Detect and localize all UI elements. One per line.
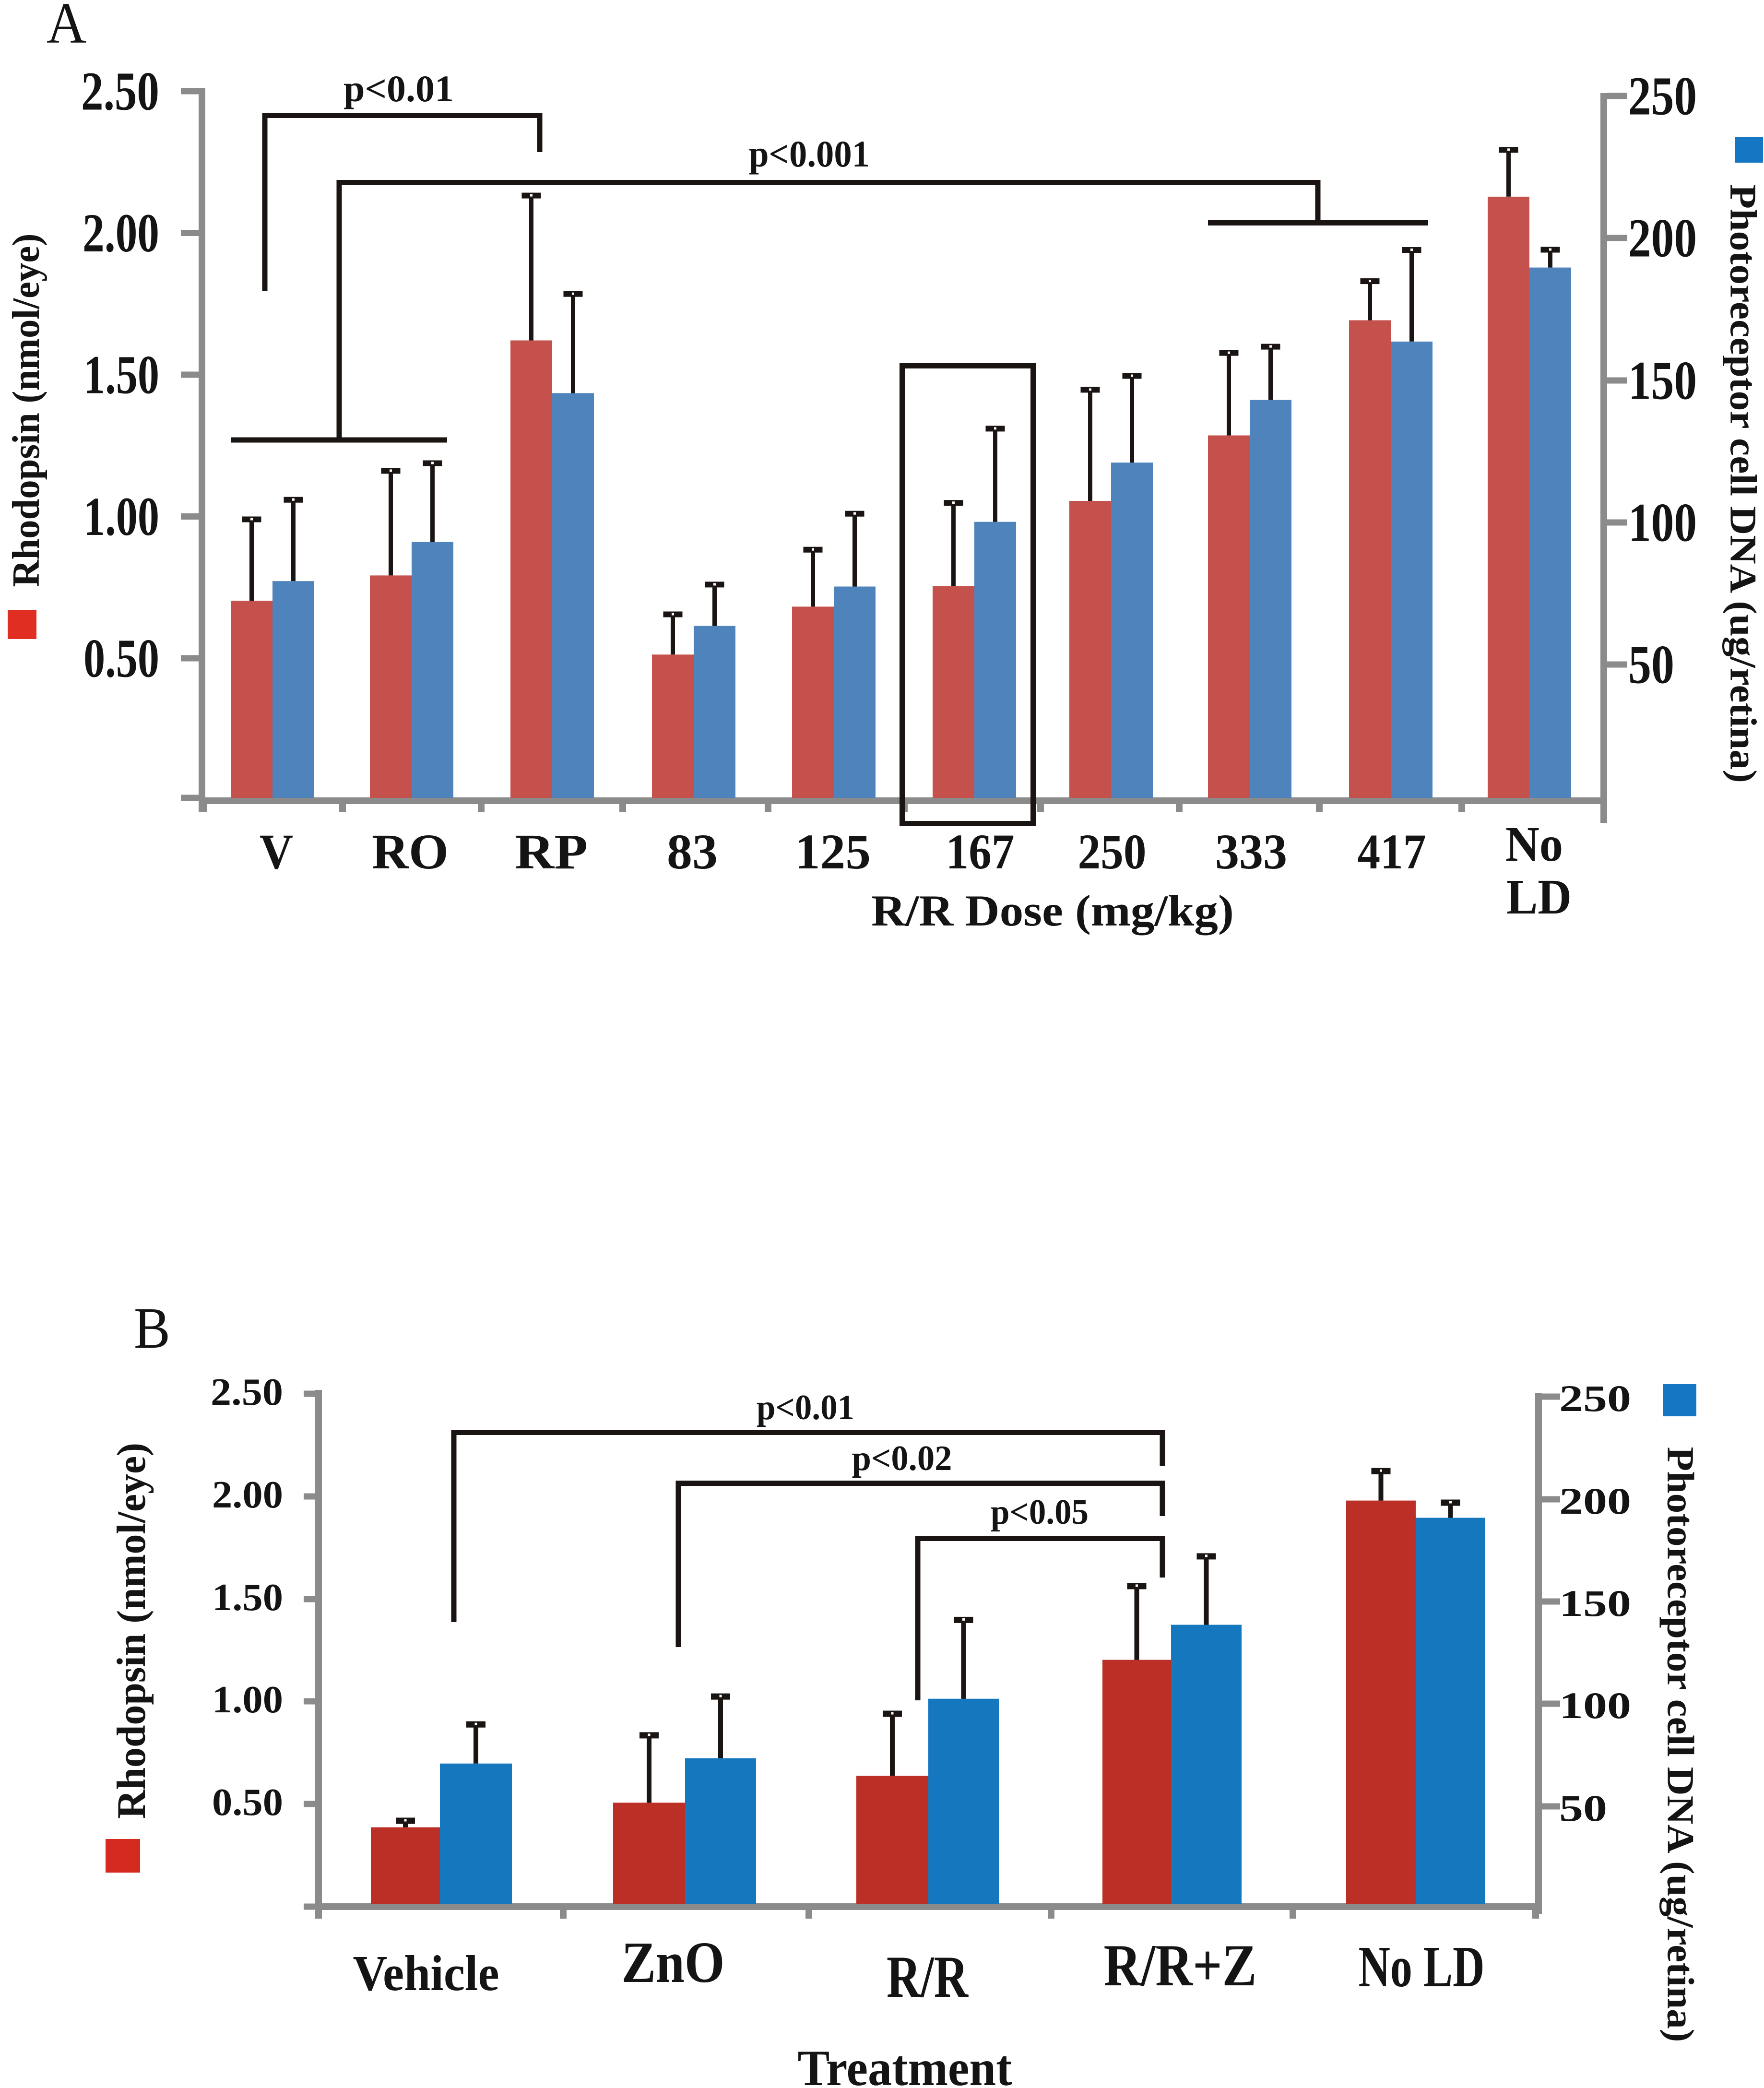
svg-text:50: 50	[1628, 634, 1674, 695]
svg-text:No LD: No LD	[1359, 1934, 1485, 1999]
svg-text:p<0.02: p<0.02	[852, 1439, 952, 1478]
svg-text:Photoreceptor cell DNA (ug/ret: Photoreceptor cell DNA (ug/retina)	[1659, 1447, 1701, 2042]
svg-text:50: 50	[1559, 1787, 1607, 1829]
svg-text:200: 200	[1559, 1480, 1631, 1522]
svg-text:1.00: 1.00	[212, 1679, 283, 1721]
svg-text:167: 167	[946, 824, 1015, 879]
svg-text:R/R Dose (mg/kg): R/R Dose (mg/kg)	[871, 886, 1234, 935]
svg-text:Photoreceptor cell DNA (ug/ret: Photoreceptor cell DNA (ug/retina)	[1723, 184, 1764, 783]
svg-text:125: 125	[795, 824, 871, 879]
svg-text:Treatment: Treatment	[798, 2040, 1012, 2088]
svg-text:p<0.01: p<0.01	[343, 68, 454, 109]
svg-text:417: 417	[1358, 824, 1426, 879]
svg-text:2.50: 2.50	[211, 1371, 283, 1413]
svg-text:100: 100	[1628, 492, 1697, 553]
svg-text:B: B	[134, 1296, 170, 1361]
svg-text:2.00: 2.00	[83, 202, 159, 263]
svg-text:0.50: 0.50	[83, 628, 159, 689]
svg-text:1.50: 1.50	[83, 344, 159, 405]
svg-text:No: No	[1505, 817, 1563, 872]
svg-text:LD: LD	[1506, 869, 1572, 925]
svg-text:Rhodopsin (nmol/eye): Rhodopsin (nmol/eye)	[109, 1443, 154, 1819]
svg-text:p<0.01: p<0.01	[757, 1388, 854, 1427]
svg-text:83: 83	[667, 824, 718, 879]
svg-text:A: A	[47, 0, 86, 56]
svg-text:250: 250	[1628, 66, 1697, 127]
svg-text:150: 150	[1628, 350, 1697, 411]
svg-text:ZnO: ZnO	[622, 1930, 725, 1995]
svg-text:RP: RP	[515, 824, 588, 879]
svg-text:250: 250	[1078, 824, 1147, 879]
svg-text:1.00: 1.00	[83, 486, 159, 547]
svg-text:333: 333	[1215, 824, 1287, 879]
svg-text:R/R+Z: R/R+Z	[1104, 1933, 1257, 1998]
svg-text:Vehicle: Vehicle	[353, 1945, 499, 2001]
svg-text:R/R: R/R	[887, 1944, 969, 2010]
svg-text:Rhodopsin (nmol/eye): Rhodopsin (nmol/eye)	[5, 234, 47, 587]
svg-text:RO: RO	[372, 824, 449, 879]
svg-text:150: 150	[1559, 1582, 1631, 1624]
svg-text:V: V	[260, 824, 293, 879]
svg-text:p<0.05: p<0.05	[991, 1493, 1089, 1532]
svg-text:100: 100	[1559, 1685, 1631, 1726]
svg-text:p<0.001: p<0.001	[749, 133, 870, 175]
svg-text:2.00: 2.00	[212, 1474, 283, 1516]
svg-text:1.50: 1.50	[212, 1577, 283, 1619]
svg-text:0.50: 0.50	[212, 1781, 283, 1824]
svg-text:2.50: 2.50	[81, 61, 159, 122]
svg-text:200: 200	[1628, 208, 1697, 269]
svg-text:250: 250	[1559, 1377, 1631, 1419]
